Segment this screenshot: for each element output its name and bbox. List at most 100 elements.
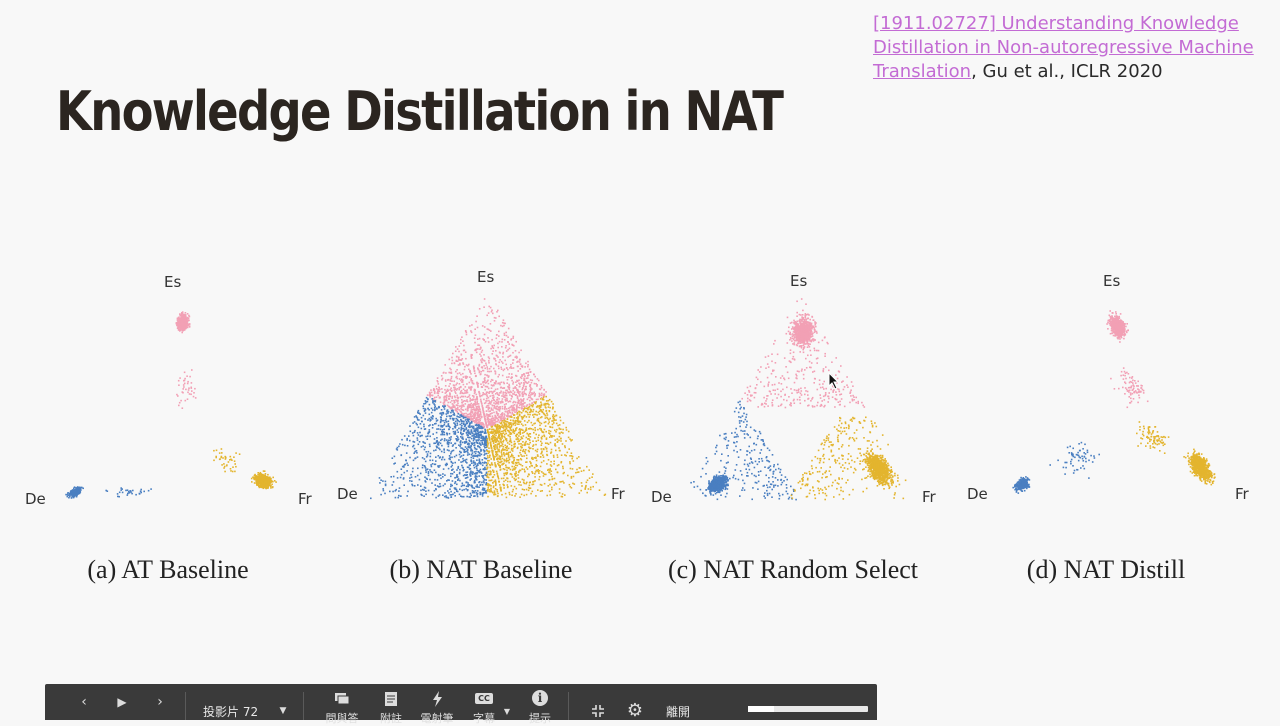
- de-point: [467, 485, 470, 488]
- fr-point: [503, 484, 505, 486]
- es-point: [485, 392, 488, 395]
- de-point: [117, 495, 119, 498]
- fr-point: [530, 409, 532, 412]
- fr-point: [521, 437, 523, 439]
- es-point: [500, 324, 502, 327]
- fr-point: [519, 430, 521, 433]
- fr-point: [488, 438, 491, 441]
- de-point: [475, 423, 478, 426]
- de-point: [464, 477, 467, 479]
- es-point: [485, 400, 487, 402]
- es-point: [504, 359, 506, 362]
- de-point: [480, 449, 483, 451]
- es-point: [480, 351, 483, 353]
- es-point: [477, 418, 479, 421]
- es-point: [542, 393, 545, 396]
- fr-point: [490, 471, 492, 473]
- es-point: [491, 394, 494, 397]
- de-point: [477, 464, 479, 466]
- es-point: [501, 341, 503, 343]
- es-point: [440, 375, 443, 377]
- es-point: [516, 396, 519, 399]
- fr-point: [508, 456, 510, 459]
- fr-point: [260, 479, 262, 481]
- fr-point: [523, 408, 525, 411]
- es-point: [446, 394, 448, 397]
- es-point: [505, 400, 507, 402]
- de-point: [443, 428, 445, 431]
- de-point: [484, 457, 487, 460]
- fr-point: [535, 495, 537, 497]
- fr-point: [258, 475, 260, 478]
- fr-point: [526, 481, 528, 484]
- de-point: [76, 492, 78, 494]
- de-point: [483, 489, 485, 491]
- es-point: [465, 400, 467, 402]
- fr-point: [497, 477, 500, 480]
- de-point: [424, 480, 426, 482]
- fr-point: [510, 447, 513, 450]
- es-point: [462, 383, 465, 386]
- es-point: [501, 407, 504, 410]
- fr-point: [554, 429, 556, 432]
- es-point: [501, 412, 504, 414]
- fr-point: [561, 493, 564, 495]
- fr-point: [264, 486, 267, 489]
- fr-point: [501, 433, 503, 435]
- fr-point: [536, 454, 539, 456]
- fr-point: [256, 480, 259, 482]
- es-point: [529, 396, 532, 398]
- es-point: [453, 399, 455, 402]
- de-point: [391, 457, 394, 459]
- es-point: [490, 417, 493, 420]
- de-point: [479, 493, 482, 496]
- fr-point: [533, 466, 536, 469]
- de-point: [485, 452, 488, 455]
- de-point: [463, 420, 465, 423]
- es-point: [495, 420, 497, 423]
- fr-point: [497, 449, 499, 451]
- de-point: [448, 432, 451, 435]
- fr-point: [526, 461, 528, 463]
- fr-point: [567, 474, 569, 477]
- fr-point: [552, 406, 554, 408]
- fr-point: [550, 400, 553, 403]
- es-point: [476, 396, 478, 398]
- es-point: [491, 415, 494, 417]
- es-point: [480, 373, 482, 375]
- fr-point: [538, 410, 541, 413]
- de-point: [478, 426, 480, 428]
- de-point: [463, 450, 465, 452]
- es-point: [183, 328, 186, 330]
- es-point: [489, 403, 492, 405]
- de-point: [470, 460, 473, 463]
- de-point: [445, 464, 447, 467]
- fr-point: [504, 429, 507, 431]
- es-point: [483, 365, 485, 367]
- es-point: [480, 383, 482, 385]
- es-point: [486, 400, 488, 402]
- es-point: [461, 414, 463, 417]
- fr-point: [502, 432, 505, 434]
- es-point: [469, 415, 472, 418]
- de-point: [420, 427, 423, 430]
- de-point: [463, 484, 465, 487]
- de-point: [470, 456, 473, 459]
- fr-point: [487, 434, 490, 437]
- es-point: [485, 406, 488, 408]
- fr-point: [555, 449, 557, 452]
- fr-point: [514, 475, 517, 478]
- de-point: [465, 474, 467, 476]
- fr-point: [264, 480, 266, 482]
- es-point: [523, 382, 525, 384]
- fr-point: [537, 489, 539, 491]
- fr-point: [505, 440, 508, 442]
- es-point: [514, 401, 517, 404]
- paper-link[interactable]: [1911.02727] Understanding Knowledge Dis…: [873, 13, 1254, 82]
- de-point: [421, 464, 424, 466]
- de-point: [485, 491, 487, 493]
- fr-point: [546, 463, 548, 465]
- de-point: [400, 495, 402, 497]
- de-point: [135, 493, 137, 496]
- es-point: [454, 388, 456, 391]
